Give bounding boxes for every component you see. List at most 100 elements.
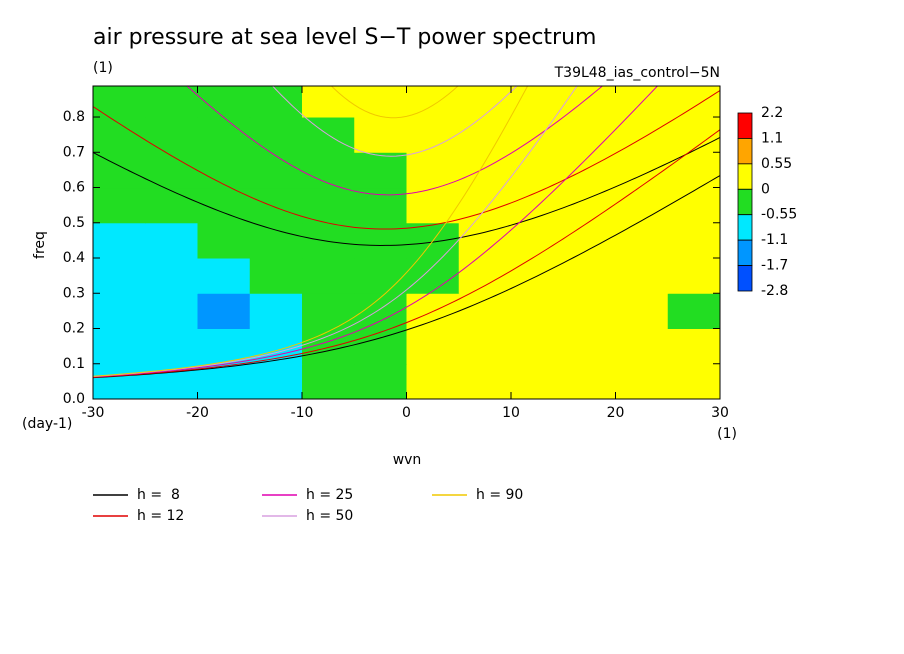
dispersion-curve [93,86,529,377]
field-cell [145,222,198,259]
field-cell [511,187,564,224]
field-cell [145,328,198,365]
field-cell [249,293,303,330]
field-cell [93,363,146,399]
field-cell [563,86,616,118]
field-cell [511,363,564,399]
field-cell [667,117,720,153]
field-cell [667,222,720,259]
y-tick-label: 0.6 [63,180,85,196]
field-cell [197,152,251,189]
field-cell [511,293,564,330]
field-cell [563,293,616,330]
y-tick-label: 0.5 [63,215,85,231]
chart-title: air pressure at sea level S−T power spec… [93,25,596,50]
legend-label: h = 50 [306,508,353,524]
legend-label: h = 25 [306,487,353,503]
colorbar-band [737,138,753,165]
dispersion-curve [93,90,720,230]
dispersion-curve [93,129,720,378]
field-cell [458,258,512,294]
field-cell [563,187,616,224]
dispersion-curve [330,86,459,119]
field-cell [667,258,720,294]
field-cell [406,258,460,294]
colorbar-band [737,163,753,190]
y-tick-label: 0.3 [63,285,85,301]
field-cell [458,328,512,365]
field-cell [667,328,720,365]
field-cell [197,293,251,330]
x-tick-label: 10 [502,405,520,421]
colorbar-label: 0 [761,181,770,197]
field-cell [302,222,355,259]
field-cell [406,187,460,224]
field-cell [615,117,669,153]
field-cell [145,86,198,118]
run-label: T39L48_ias_control−5N [554,65,720,81]
y-unit: (day-1) [22,416,72,432]
colorbar-label: -0.55 [761,207,797,223]
field-cell [249,86,303,118]
field-cell [458,363,512,399]
field-cell [354,258,407,294]
field-cell [354,117,407,153]
field-cell [563,258,616,294]
legend-label: h = 12 [137,508,184,524]
field-cell [302,258,355,294]
field-cell [249,363,303,399]
colorbar-label: 1.1 [761,130,783,146]
colorbar-label: -2.8 [761,283,788,299]
field-cell [615,222,669,259]
field-cell [93,328,146,365]
x-tick-label: -10 [291,405,314,421]
field-cell [667,363,720,399]
field-cell [354,152,407,189]
y-tick-label: 0.1 [63,356,85,372]
field-cell [93,258,146,294]
y-tick-label: 0.4 [63,250,85,266]
field-cell [667,187,720,224]
colorbar-label: -1.7 [761,258,788,274]
field-cell [615,293,669,330]
field-cell [93,86,146,118]
legend-label: h = 8 [137,487,180,503]
x-tick-label: 20 [607,405,625,421]
field-cell [458,117,512,153]
dispersion-curve [93,137,720,246]
field-cell [667,293,720,330]
field-cell [302,293,355,330]
field-cell [249,258,303,294]
field-cell [197,363,251,399]
colorbar-band [737,188,753,216]
colorbar-band [737,239,753,266]
x-unit: (1) [717,426,737,442]
field-cell [197,117,251,153]
field-cell [249,222,303,259]
field-cell [145,117,198,153]
x-tick-label: -30 [82,405,105,421]
field [93,86,720,399]
dispersion-curve [93,86,578,377]
field-cell [302,152,355,189]
field-cell [354,363,407,399]
y-tick-label: 0.8 [63,109,85,125]
field-cell [145,293,198,330]
colorbar-band [737,265,753,292]
colorbar-label: 2.2 [761,105,783,121]
field-cell [615,363,669,399]
field-cell [145,152,198,189]
field-cell [563,363,616,399]
field-cell [93,222,146,259]
dispersion-curve [186,86,604,196]
dispersion-curve [93,175,720,379]
field-cell [615,187,669,224]
field-cell [249,152,303,189]
field-cell [302,187,355,224]
dispersion-curve [271,86,518,157]
field-cell [249,117,303,153]
field-cell [615,258,669,294]
x-tick-label: 30 [711,405,729,421]
field-cell [458,293,512,330]
